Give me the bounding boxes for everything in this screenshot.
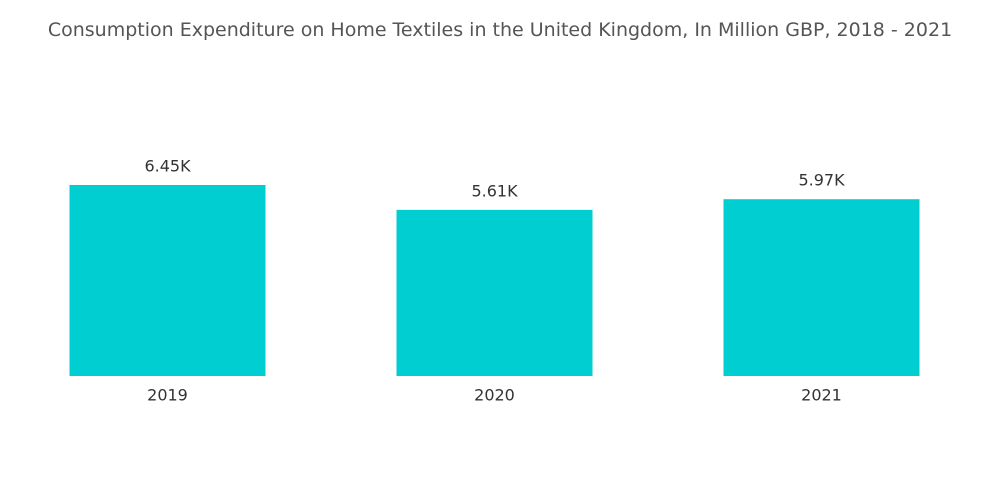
value-label: 5.61K [471,181,518,200]
x-tick-label: 2021 [801,386,842,405]
bar [396,209,593,376]
x-tick-label: 2020 [474,386,515,405]
value-label: 6.45K [144,157,191,176]
x-tick-label: 2019 [147,386,188,405]
value-label: 5.97K [798,171,845,190]
bar [723,199,920,376]
bar [69,185,266,376]
chart-title: Consumption Expenditure on Home Textiles… [47,19,953,41]
